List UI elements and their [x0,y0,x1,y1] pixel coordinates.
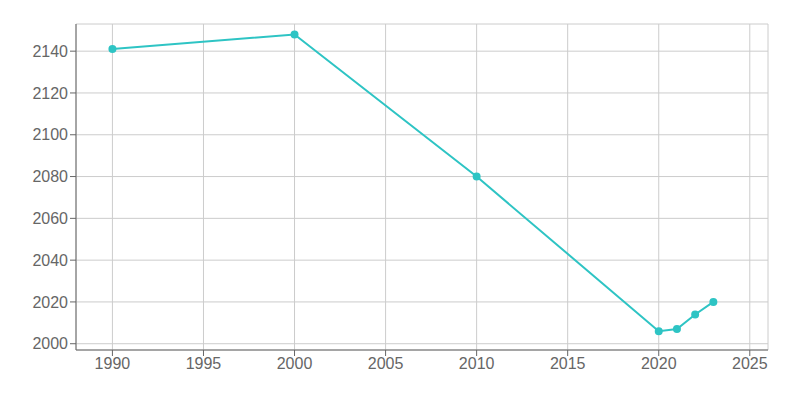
svg-text:2060: 2060 [32,210,68,227]
svg-text:2000: 2000 [32,335,68,352]
svg-text:2000: 2000 [277,355,313,372]
svg-text:2005: 2005 [368,355,404,372]
svg-text:2010: 2010 [459,355,495,372]
svg-text:2120: 2120 [32,85,68,102]
svg-text:2025: 2025 [732,355,768,372]
svg-text:2100: 2100 [32,126,68,143]
svg-text:2080: 2080 [32,168,68,185]
svg-text:1990: 1990 [95,355,131,372]
svg-text:2020: 2020 [641,355,677,372]
svg-text:2040: 2040 [32,252,68,269]
svg-text:2015: 2015 [550,355,586,372]
svg-text:2140: 2140 [32,43,68,60]
svg-text:1995: 1995 [186,355,222,372]
svg-text:2020: 2020 [32,294,68,311]
